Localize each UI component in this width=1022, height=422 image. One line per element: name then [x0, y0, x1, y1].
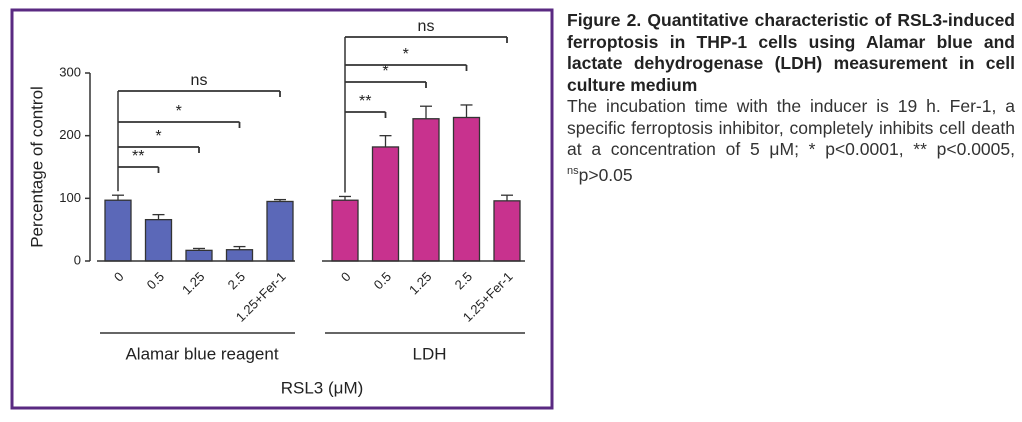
- bar: [266, 200, 294, 262]
- bar: [144, 218, 173, 262]
- caption-superscript: ns: [567, 164, 579, 177]
- y-tick-label: 100: [59, 190, 81, 205]
- bar: [225, 249, 254, 262]
- x-tick-label: 1.25: [406, 269, 435, 298]
- x-tick-label: 1.25: [179, 269, 208, 298]
- y-tick-label: 200: [59, 127, 81, 142]
- significance-label: ns: [418, 18, 435, 35]
- caption-text: The incubation time with the inducer is …: [567, 96, 1015, 159]
- caption: Figure 2. Quantitative characteristic of…: [567, 10, 1015, 186]
- significance-label: *: [382, 63, 388, 80]
- significance-label: *: [403, 46, 409, 63]
- significance-label: *: [155, 128, 161, 145]
- bar: [185, 249, 213, 262]
- bar: [104, 199, 132, 262]
- bar: [331, 199, 359, 262]
- y-tick-label: 0: [74, 252, 81, 267]
- chart: Percentage of control RSL3 (μM) 0 100 200 3…: [10, 8, 554, 410]
- bar: [412, 118, 440, 262]
- group-label: Alamar blue reagent: [125, 344, 278, 363]
- significance-label: *: [176, 103, 182, 120]
- x-tick-label: 0.5: [144, 269, 167, 292]
- x-tick-label: 0.5: [371, 269, 394, 292]
- y-axis-label: Percentage of control: [27, 86, 46, 248]
- caption-text: p>0.05: [578, 164, 633, 185]
- x-tick-label: 0: [111, 269, 127, 285]
- bar: [493, 200, 521, 262]
- significance-label: **: [132, 148, 144, 165]
- x-axis-label: RSL3 (μM): [281, 378, 364, 397]
- group-label: LDH: [412, 344, 446, 363]
- x-tick-label: 2.5: [225, 269, 248, 292]
- frame: [10, 8, 554, 410]
- significance-label: ns: [191, 72, 208, 89]
- x-tick-label: 0: [338, 269, 354, 285]
- x-tick-label: 2.5: [452, 269, 475, 292]
- bar: [452, 116, 481, 262]
- y-tick-label: 300: [59, 64, 81, 79]
- caption-title: Figure 2. Quantitative characteristic of…: [567, 10, 1015, 95]
- bar: [371, 146, 400, 262]
- significance-label: **: [359, 93, 371, 110]
